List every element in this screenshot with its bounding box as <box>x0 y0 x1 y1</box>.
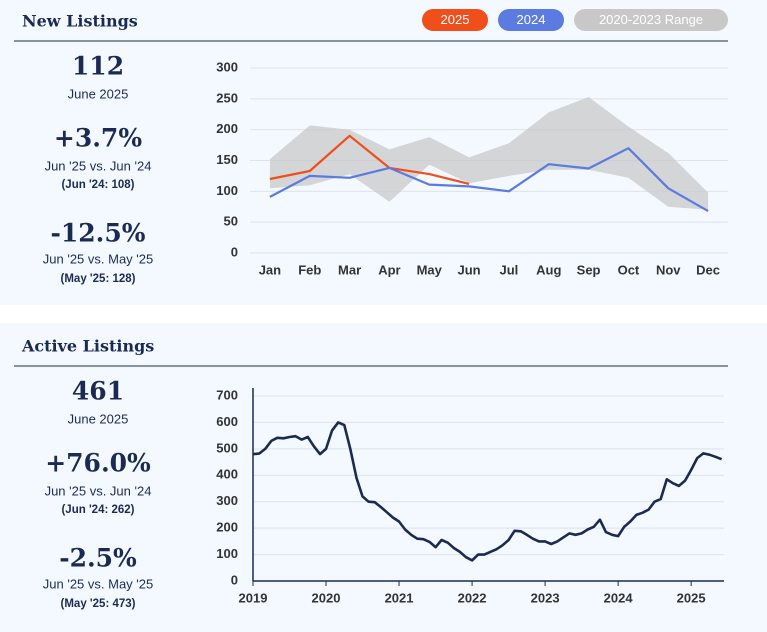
y-tick-label: 600 <box>216 414 238 429</box>
stat-label: June 2025 <box>68 411 129 426</box>
x-tick-label: 2019 <box>239 590 268 605</box>
y-tick-label: 500 <box>216 440 238 455</box>
y-tick-label: 300 <box>216 493 238 508</box>
stat-label: Jun '25 vs. May '25 <box>43 576 153 591</box>
x-tick-label: Jan <box>259 262 281 277</box>
stat-label: Jun '25 vs. Jun '24 <box>45 158 152 173</box>
stat-label: Jun '25 vs. Jun '24 <box>45 483 152 498</box>
y-tick-label: 400 <box>216 467 238 482</box>
x-tick-label: Oct <box>618 262 640 277</box>
range-band <box>269 97 709 210</box>
legend-label: 2020-2023 Range <box>599 12 703 27</box>
legend-label: 2025 <box>441 12 470 27</box>
y-tick-label: 100 <box>216 183 238 198</box>
y-tick-label: 0 <box>231 244 238 259</box>
legend-pill <box>574 9 728 31</box>
x-tick-label: 2022 <box>458 590 487 605</box>
section-title: New Listings <box>22 12 138 31</box>
stat-note: (May '25: 128) <box>61 273 136 285</box>
stat-value: +3.7% <box>54 124 142 153</box>
stat-value: 461 <box>72 377 124 406</box>
stat-note: (Jun '24: 262) <box>61 504 134 516</box>
y-tick-label: 150 <box>216 152 238 167</box>
series-line <box>252 421 723 562</box>
stat-note: (Jun '24: 108) <box>61 179 134 191</box>
x-tick-label: Feb <box>298 262 321 277</box>
y-tick-label: 200 <box>216 520 238 535</box>
x-tick-label: 2020 <box>312 590 341 605</box>
stat-value: -2.5% <box>59 544 137 573</box>
x-tick-label: Mar <box>338 262 361 277</box>
x-tick-label: Jul <box>500 262 519 277</box>
y-tick-label: 250 <box>216 90 238 105</box>
separator <box>0 305 767 323</box>
x-tick-label: Sep <box>577 262 601 277</box>
x-tick-label: Jun <box>458 262 481 277</box>
stat-value: +76.0% <box>45 449 151 478</box>
x-tick-label: 2025 <box>677 590 706 605</box>
legend-pill <box>498 9 564 31</box>
y-tick-label: 700 <box>216 387 238 402</box>
section-title: Active Listings <box>21 337 154 356</box>
stat-label: Jun '25 vs. May '25 <box>43 251 153 266</box>
x-tick-label: Nov <box>656 262 681 277</box>
x-tick-label: May <box>417 262 443 277</box>
x-tick-label: Dec <box>696 262 720 277</box>
y-tick-label: 50 <box>224 214 238 229</box>
stat-value: 112 <box>72 52 124 81</box>
x-tick-label: 2024 <box>604 590 634 605</box>
series-line <box>269 134 470 185</box>
legend-label: 2024 <box>517 12 546 27</box>
stat-note: (May '25: 473) <box>61 598 136 610</box>
series-line <box>269 147 709 213</box>
y-tick-label: 300 <box>216 59 238 74</box>
y-tick-label: 100 <box>216 546 238 561</box>
x-tick-label: 2021 <box>385 590 414 605</box>
x-tick-label: Aug <box>536 262 561 277</box>
x-tick-label: 2023 <box>531 590 560 605</box>
legend-pill <box>422 9 488 31</box>
y-tick-label: 200 <box>216 121 238 136</box>
x-tick-label: Apr <box>378 262 400 277</box>
y-tick-label: 0 <box>231 572 238 587</box>
stat-label: June 2025 <box>68 86 129 101</box>
stat-value: -12.5% <box>50 219 145 248</box>
